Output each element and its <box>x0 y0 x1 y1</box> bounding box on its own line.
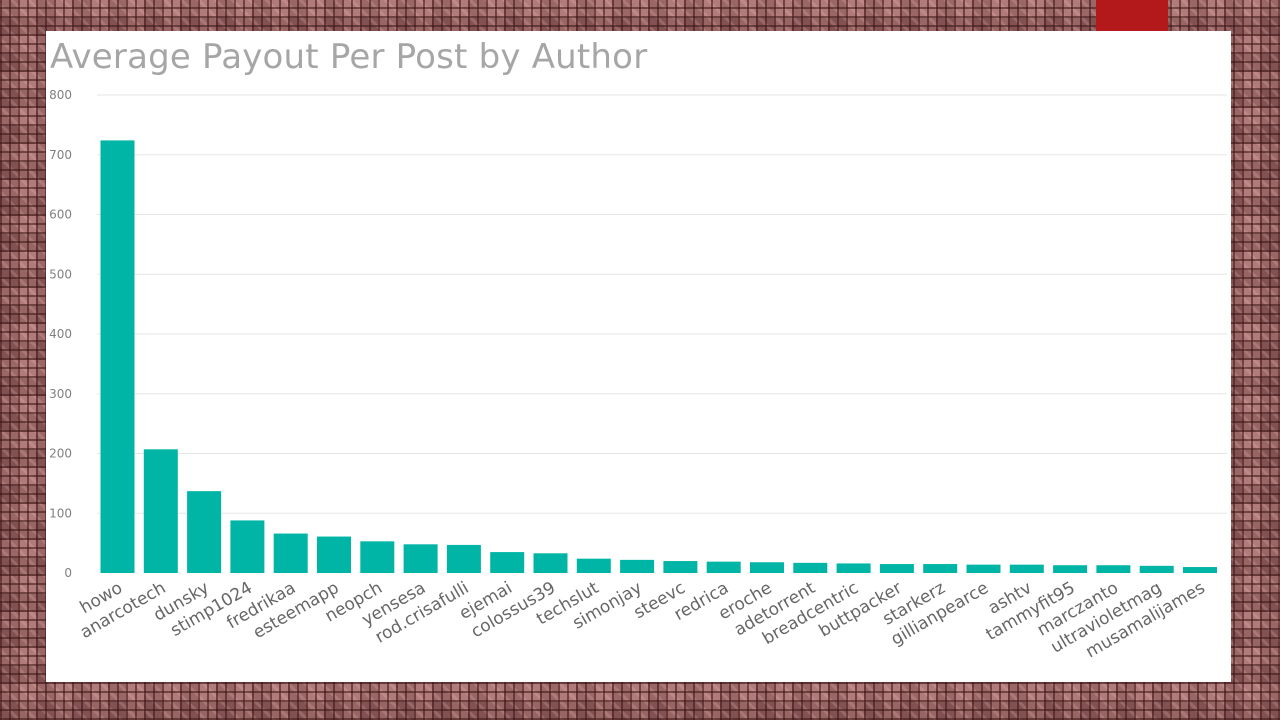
bar-rod.crisafulli[interactable] <box>446 544 481 573</box>
bar-colossus39[interactable] <box>533 553 568 573</box>
bar-dunsky[interactable] <box>187 491 222 573</box>
y-tick-label: 500 <box>49 267 72 281</box>
y-tick-label: 300 <box>49 387 72 401</box>
y-tick-label: 400 <box>49 327 72 341</box>
bar-stimp1024[interactable] <box>230 520 265 573</box>
accent-tab <box>1096 0 1168 31</box>
bar-redrica[interactable] <box>706 561 741 573</box>
bar-marczanto[interactable] <box>1096 565 1131 573</box>
bar-buttpacker[interactable] <box>879 564 914 573</box>
chart-panel: Average Payout Per Post by Author 0 100 20… <box>46 31 1231 682</box>
bar-gillianpearce[interactable] <box>966 564 1001 573</box>
bar-breadcentric[interactable] <box>836 563 871 573</box>
bar-chart: 0100200300400500600700800howoanarcotechd… <box>49 88 1227 662</box>
bar-yensesa[interactable] <box>403 544 438 573</box>
y-tick-label: 600 <box>49 208 72 222</box>
bar-ashtv[interactable] <box>1009 564 1044 573</box>
bar-simonjay[interactable] <box>620 559 655 573</box>
bar-techslut[interactable] <box>576 558 611 573</box>
y-tick-label: 800 <box>49 88 72 102</box>
bar-steevc[interactable] <box>663 561 698 573</box>
bar-anarcotech[interactable] <box>143 449 178 573</box>
bar-neopch[interactable] <box>360 541 395 573</box>
bar-ejemai[interactable] <box>490 552 525 573</box>
bar-howo[interactable] <box>100 140 135 573</box>
bar-tammyfit95[interactable] <box>1053 565 1088 573</box>
bar-eroche[interactable] <box>750 562 784 573</box>
chart-title: Average Payout Per Post by Author <box>50 37 648 77</box>
y-tick-label: 0 <box>64 566 72 580</box>
y-tick-label: 100 <box>49 506 72 520</box>
bar-fredrikaa[interactable] <box>273 533 308 573</box>
bar-starkerz[interactable] <box>923 564 958 573</box>
bar-ultravioletmag[interactable] <box>1139 565 1174 573</box>
y-tick-label: 700 <box>49 148 72 162</box>
y-tick-label: 200 <box>49 447 72 461</box>
bar-esteemapp[interactable] <box>317 536 351 573</box>
bar-adetorrent[interactable] <box>793 562 828 573</box>
bar-musamalijames[interactable] <box>1183 567 1217 573</box>
